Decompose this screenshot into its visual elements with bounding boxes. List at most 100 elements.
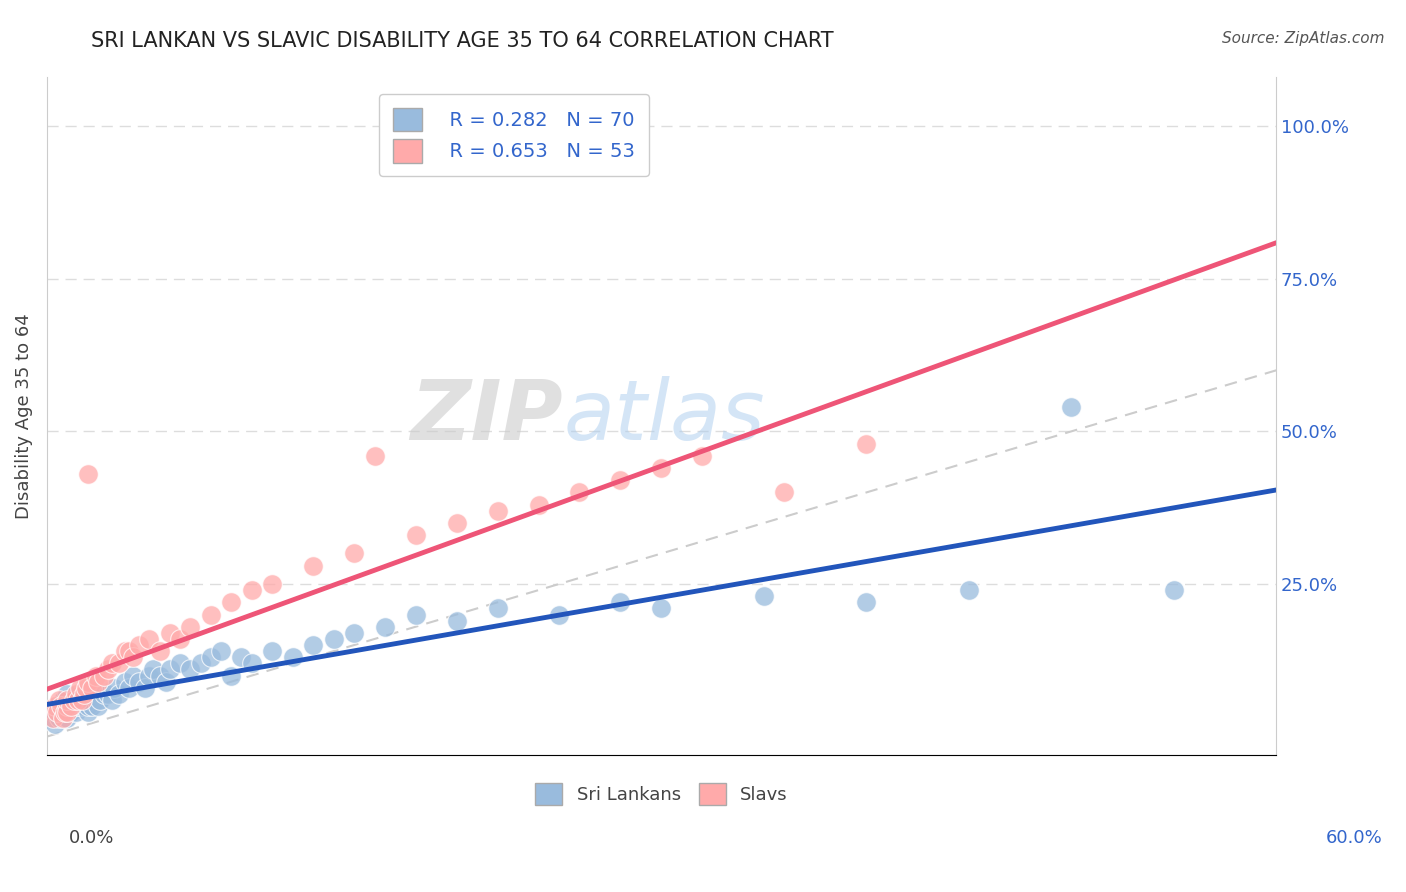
Point: [148, 668, 170, 682]
Point: [44, 699, 66, 714]
Point: [200, 650, 222, 665]
Point: [53, 705, 76, 719]
Point: [114, 644, 136, 658]
Point: [56, 705, 79, 719]
Point: [56, 705, 79, 719]
Point: [650, 601, 672, 615]
Point: [56, 699, 79, 714]
Point: [179, 620, 201, 634]
Point: [44, 717, 66, 731]
Text: 60.0%: 60.0%: [1326, 829, 1382, 847]
Point: [97, 663, 120, 677]
Point: [128, 674, 150, 689]
Point: [692, 449, 714, 463]
Point: [219, 595, 242, 609]
Point: [405, 528, 427, 542]
Point: [53, 711, 76, 725]
Text: SRI LANKAN VS SLAVIC DISABILITY AGE 35 TO 64 CORRELATION CHART: SRI LANKAN VS SLAVIC DISABILITY AGE 35 T…: [91, 31, 834, 51]
Point: [159, 663, 181, 677]
Point: [169, 657, 191, 671]
Point: [56, 693, 79, 707]
Point: [76, 674, 98, 689]
Point: [486, 504, 509, 518]
Point: [56, 699, 79, 714]
Text: atlas: atlas: [562, 376, 765, 457]
Point: [609, 595, 631, 609]
Point: [122, 668, 145, 682]
Point: [128, 638, 150, 652]
Point: [69, 681, 91, 695]
Point: [52, 711, 75, 725]
Point: [60, 699, 83, 714]
Point: [65, 687, 87, 701]
Point: [42, 711, 65, 725]
Point: [93, 687, 115, 701]
Point: [62, 699, 84, 714]
Point: [200, 607, 222, 622]
Point: [262, 577, 284, 591]
Point: [69, 699, 91, 714]
Point: [66, 693, 89, 707]
Point: [46, 705, 69, 719]
Point: [87, 699, 110, 714]
Point: [231, 650, 253, 665]
Point: [87, 674, 110, 689]
Text: Source: ZipAtlas.com: Source: ZipAtlas.com: [1222, 31, 1385, 46]
Point: [118, 681, 141, 695]
Point: [52, 693, 75, 707]
Point: [650, 461, 672, 475]
Point: [609, 473, 631, 487]
Point: [169, 632, 191, 646]
Point: [80, 681, 103, 695]
Point: [190, 657, 212, 671]
Point: [363, 449, 385, 463]
Point: [66, 699, 89, 714]
Point: [118, 644, 141, 658]
Point: [107, 657, 129, 671]
Point: [281, 650, 304, 665]
Point: [1163, 583, 1185, 598]
Point: [138, 668, 160, 682]
Point: [76, 699, 98, 714]
Point: [302, 638, 325, 652]
Point: [48, 711, 70, 725]
Point: [80, 699, 103, 714]
Point: [209, 644, 232, 658]
Point: [527, 498, 550, 512]
Point: [568, 485, 591, 500]
Point: [56, 711, 79, 725]
Text: 0.0%: 0.0%: [69, 829, 114, 847]
Point: [89, 693, 111, 707]
Point: [142, 663, 165, 677]
Point: [114, 674, 136, 689]
Point: [134, 681, 156, 695]
Point: [73, 687, 96, 701]
Point: [405, 607, 427, 622]
Point: [56, 699, 79, 714]
Point: [101, 657, 124, 671]
Point: [240, 583, 263, 598]
Point: [752, 589, 775, 603]
Point: [56, 705, 79, 719]
Point: [76, 693, 98, 707]
Point: [322, 632, 344, 646]
Point: [51, 699, 73, 714]
Point: [122, 650, 145, 665]
Point: [302, 558, 325, 573]
Point: [262, 644, 284, 658]
Point: [42, 705, 65, 719]
Point: [56, 687, 79, 701]
Point: [374, 620, 396, 634]
Point: [446, 516, 468, 530]
Point: [957, 583, 980, 598]
Point: [39, 711, 62, 725]
Point: [46, 699, 69, 714]
Point: [240, 657, 263, 671]
Point: [62, 693, 84, 707]
Point: [76, 467, 98, 482]
Point: [138, 632, 160, 646]
Point: [65, 705, 87, 719]
Text: ZIP: ZIP: [411, 376, 562, 457]
Point: [486, 601, 509, 615]
Point: [79, 693, 101, 707]
